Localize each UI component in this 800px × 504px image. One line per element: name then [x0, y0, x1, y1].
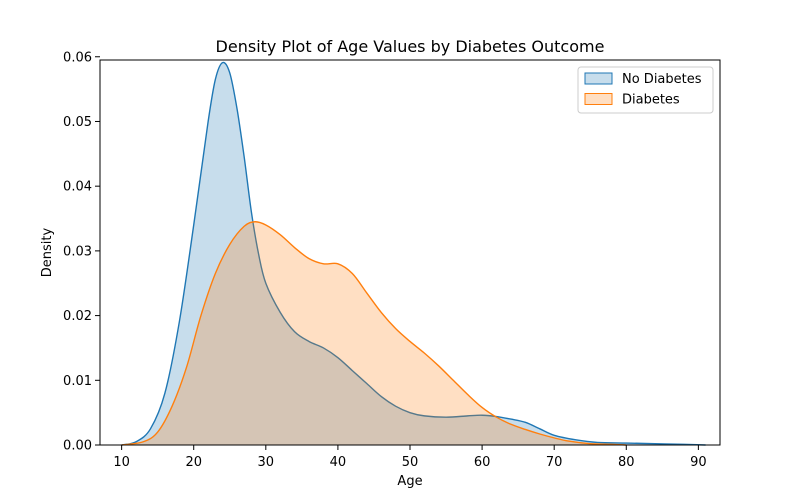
x-tick-label: 20 — [185, 455, 202, 470]
x-tick-label: 40 — [330, 455, 347, 470]
y-tick-label: 0.03 — [63, 244, 92, 259]
chart-title: Density Plot of Age Values by Diabetes O… — [216, 37, 605, 56]
x-tick-label: 60 — [474, 455, 491, 470]
legend: No Diabetes Diabetes — [577, 66, 714, 114]
legend-label-diabetes: Diabetes — [622, 93, 680, 108]
legend-swatch-no-diabetes — [584, 72, 613, 85]
density-line-diabetes — [121, 221, 627, 446]
x-tick-label: 10 — [113, 455, 130, 470]
series-layer — [121, 61, 706, 446]
x-tick-label: 70 — [546, 455, 563, 470]
legend-swatch-diabetes — [584, 93, 613, 105]
y-tick-label: 0.04 — [63, 180, 92, 195]
x-tick-label: 30 — [258, 455, 275, 470]
y-axis: 0.00 0.01 0.02 0.03 0.04 0.05 0.06 — [63, 50, 100, 454]
x-axis-label: Age — [397, 474, 422, 489]
x-tick-label: 50 — [402, 455, 419, 470]
density-line-no-diabetes — [121, 61, 706, 446]
y-tick-label: 0.05 — [63, 115, 92, 130]
y-axis-label: Density — [40, 227, 55, 277]
y-tick-label: 0.00 — [63, 439, 92, 454]
x-axis: 10 20 30 40 50 60 70 80 90 — [113, 445, 707, 470]
density-area-diabetes — [121, 221, 627, 445]
y-tick-label: 0.02 — [63, 309, 92, 324]
legend-items: No Diabetes Diabetes — [584, 72, 702, 108]
x-tick-label: 90 — [690, 455, 707, 470]
legend-label-no-diabetes: No Diabetes — [622, 72, 702, 87]
y-tick-label: 0.01 — [63, 374, 92, 389]
density-area-no-diabetes — [121, 62, 706, 446]
x-tick-label: 80 — [618, 455, 635, 470]
y-tick-label: 0.06 — [63, 50, 92, 65]
